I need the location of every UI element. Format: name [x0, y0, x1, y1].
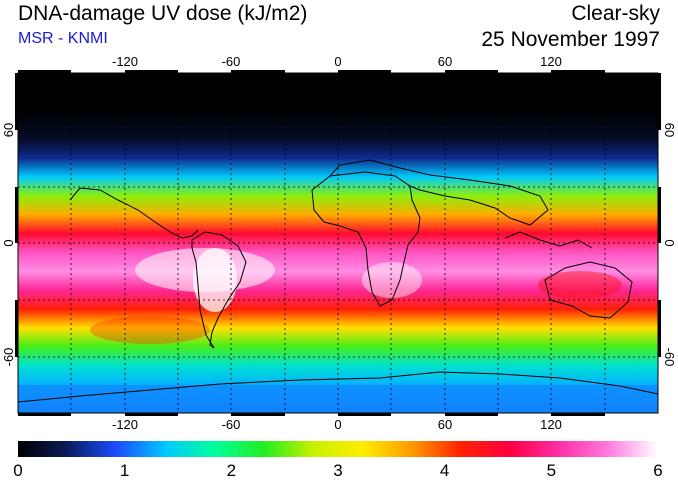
graticule: [18, 73, 658, 413]
colorbar-tick-1: 1: [120, 461, 129, 480]
coastline-australia: [544, 261, 633, 319]
colorbar-tick-5: 5: [547, 461, 556, 480]
colorbar-tick-0: 0: [13, 461, 22, 480]
frame-border-bars: [15, 70, 661, 416]
colorbar-tick-3: 3: [333, 461, 342, 480]
lon-label-bottom-120e: 120: [540, 417, 562, 432]
lat-label-right-60s: -60: [662, 348, 677, 367]
lat-label-right-0: 0: [662, 239, 677, 246]
coastline-eurasia: [329, 159, 549, 226]
colorbar-tick-4: 4: [440, 461, 449, 480]
high-dose-region-andes: [193, 248, 237, 312]
colorbar-tick-6: 6: [653, 461, 662, 480]
high-dose-region-africa: [362, 262, 422, 298]
lon-label-top-120w: -120: [112, 54, 138, 69]
colorbar-tick-2: 2: [227, 461, 236, 480]
coastline-antarctica: [18, 371, 658, 403]
lon-label-bottom-60w: -60: [222, 417, 241, 432]
colorbar-tick-labels: 0 1 2 3 4 5 6: [13, 461, 662, 480]
lon-label-top-0: 0: [334, 54, 341, 69]
lon-label-top-60e: 60: [438, 54, 452, 69]
source-label: MSR - KNMI: [18, 30, 108, 47]
lon-label-top-60w: -60: [222, 54, 241, 69]
lon-label-bottom-0: 0: [334, 417, 341, 432]
coastline-africa: [311, 171, 421, 307]
lon-label-top-120e: 120: [540, 54, 562, 69]
date-label: 25 November 1997: [481, 28, 660, 51]
dose-region-australia: [538, 271, 622, 299]
lat-label-left-60n: 60: [1, 123, 16, 137]
sky-condition-label: Clear-sky: [571, 2, 660, 25]
lon-label-bottom-120w: -120: [112, 417, 138, 432]
regional-features: [18, 73, 658, 413]
lat-label-left-60s: -60: [1, 348, 16, 367]
lat-label-right-60n: 60: [662, 123, 677, 137]
map-title: DNA-damage UV dose (kJ/m2): [18, 2, 308, 25]
lon-label-bottom-60e: 60: [438, 417, 452, 432]
coastline-south-america: [191, 231, 247, 349]
coastline-north-america: [69, 187, 199, 239]
lat-label-left-0: 0: [1, 239, 16, 246]
dose-region-south-pacific: [90, 316, 210, 344]
colorbar: [18, 441, 658, 457]
coastlines: [18, 159, 658, 403]
